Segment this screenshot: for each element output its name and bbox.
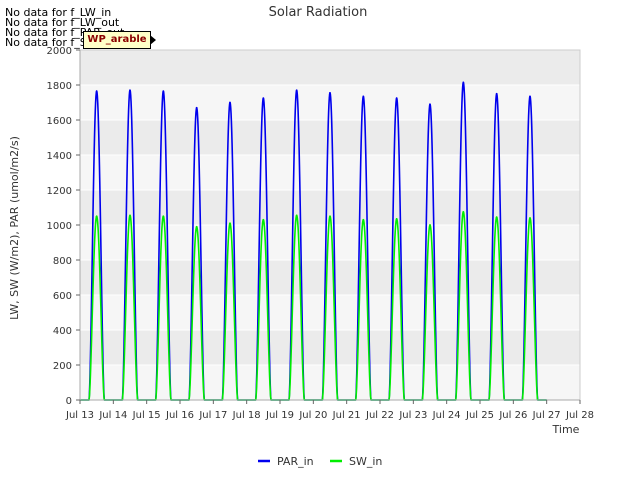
- peak-point: [195, 106, 198, 109]
- y-tick-label: 200: [53, 361, 72, 372]
- x-tick-label: Jul 13: [65, 410, 94, 421]
- x-tick-label: Jul 20: [298, 410, 327, 421]
- peak-point: [362, 95, 365, 98]
- peak-point: [295, 214, 298, 217]
- background-band: [80, 295, 580, 330]
- peak-point: [162, 90, 165, 93]
- background-band: [80, 85, 580, 120]
- x-tick-label: Jul 27: [532, 410, 561, 421]
- peak-point: [295, 89, 298, 92]
- x-tick-label: Jul 22: [365, 410, 394, 421]
- peak-point: [95, 215, 98, 218]
- x-tick-label: Jul 21: [332, 410, 361, 421]
- peak-point: [362, 218, 365, 221]
- no-data-note: No data for f_PAR_out: [5, 26, 125, 39]
- x-tick-label: Jul 23: [398, 410, 427, 421]
- y-ticks: 0 200 400 600 800 1000 1200 1400 1600 1800 2000: [47, 46, 80, 407]
- peak-point: [229, 222, 231, 225]
- background-band: [80, 50, 580, 85]
- peak-point: [95, 90, 98, 93]
- legend-label: PAR_in: [277, 455, 314, 468]
- y-tick-label: 1800: [47, 81, 72, 92]
- site-badge: WP_arable: [83, 31, 156, 49]
- x-tick-label: Jul 24: [432, 410, 461, 421]
- no-data-note: No data for f_SW_out: [5, 36, 122, 49]
- y-tick-label: 800: [53, 256, 72, 267]
- y-tick-label: 1000: [47, 221, 72, 232]
- x-tick-label: Jul 16: [165, 410, 194, 421]
- peak-point: [529, 217, 531, 219]
- peak-point: [129, 89, 131, 92]
- peak-point: [262, 97, 265, 100]
- peak-point: [462, 210, 465, 213]
- peak-point: [495, 92, 498, 95]
- background-bands: [80, 50, 580, 400]
- legend: PAR_in SW_in: [258, 455, 382, 468]
- y-tick-label: 1600: [47, 116, 72, 127]
- x-tick-label: Jul 14: [98, 410, 127, 421]
- no-data-notes: No data for f_LW_in No data for f_LW_out…: [5, 6, 125, 49]
- y-tick-label: 0: [66, 396, 72, 407]
- x-tick-label: Jul 25: [465, 410, 494, 421]
- background-band: [80, 155, 580, 190]
- peak-point: [262, 218, 265, 221]
- legend-label: SW_in: [349, 455, 382, 468]
- peak-point: [429, 224, 431, 226]
- y-tick-label: 1400: [47, 151, 72, 162]
- peak-point: [329, 215, 331, 218]
- peak-point: [429, 103, 431, 106]
- peak-point: [462, 81, 465, 84]
- chart-title: Solar Radiation: [269, 5, 368, 20]
- y-tick-label: 1200: [47, 186, 72, 197]
- x-tick-label: Jul 17: [198, 410, 227, 421]
- y-axis-label: LW, SW (W/m2), PAR (umol/m2/s): [8, 136, 21, 320]
- no-data-note: No data for f_LW_out: [5, 16, 120, 29]
- x-tick-label: Jul 28: [565, 410, 594, 421]
- background-band: [80, 225, 580, 260]
- x-tick-label: Jul 26: [498, 410, 527, 421]
- x-tick-label: Jul 15: [132, 410, 161, 421]
- x-tick-label: Jul 19: [265, 410, 294, 421]
- background-band: [80, 120, 580, 155]
- peak-point: [529, 95, 531, 98]
- peak-point: [162, 215, 165, 218]
- peak-point: [195, 225, 198, 228]
- peak-point: [229, 101, 231, 104]
- x-ticks: Jul 13 Jul 14 Jul 15 Jul 16 Jul 17 Jul 18 Jul …: [65, 400, 594, 421]
- no-data-note: No data for f_LW_in: [5, 6, 112, 19]
- background-band: [80, 330, 580, 365]
- peak-point: [395, 217, 398, 220]
- peak-point: [329, 91, 331, 94]
- background-band: [80, 260, 580, 295]
- y-tick-label: 400: [53, 326, 72, 337]
- peak-point: [395, 97, 398, 100]
- background-band: [80, 365, 580, 400]
- y-tick-label: 2000: [47, 46, 72, 57]
- x-axis-label: Time: [552, 423, 580, 436]
- peak-point: [495, 216, 498, 219]
- x-tick-label: Jul 18: [232, 410, 261, 421]
- peak-point: [129, 214, 131, 217]
- y-tick-label: 600: [53, 291, 72, 302]
